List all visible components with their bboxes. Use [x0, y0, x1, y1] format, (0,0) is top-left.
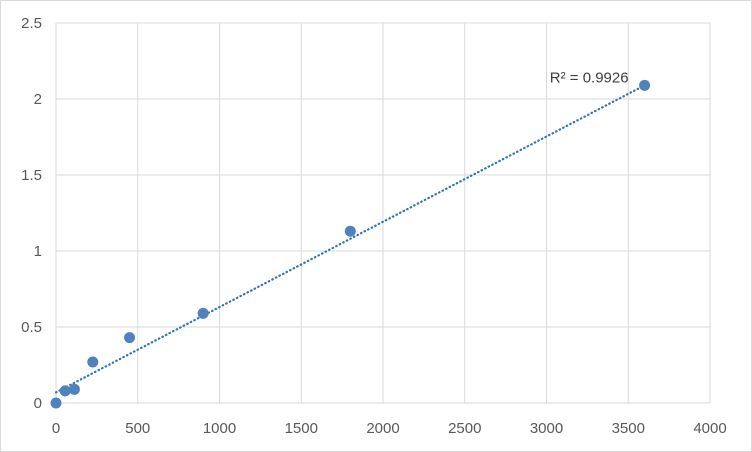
x-tick-label: 500	[125, 420, 150, 437]
x-tick-label: 2000	[366, 420, 399, 437]
x-tick-label: 1000	[203, 420, 236, 437]
data-point	[344, 225, 356, 237]
y-tick-label: 2.5	[21, 15, 42, 32]
x-tick-label: 0	[52, 420, 60, 437]
trendline	[54, 84, 646, 394]
x-tick-label: 2500	[448, 420, 481, 437]
y-tick-label: 1	[34, 243, 42, 260]
r-squared-label: R² = 0.9926	[550, 69, 629, 86]
y-tick-label: 0	[34, 395, 42, 412]
y-tick-label: 2	[34, 91, 42, 108]
data-point	[639, 79, 651, 91]
data-point	[68, 383, 80, 395]
x-tick-label: 3000	[530, 420, 563, 437]
data-point	[50, 397, 62, 409]
x-tick-label: 1500	[285, 420, 318, 437]
y-tick-label: 1.5	[21, 167, 42, 184]
data-point	[197, 307, 209, 319]
x-tick-label: 4000	[693, 420, 726, 437]
x-tick-label: 3500	[612, 420, 645, 437]
y-tick-label: 0.5	[21, 319, 42, 336]
data-point	[59, 385, 71, 397]
data-point	[87, 356, 99, 368]
data-point	[124, 332, 136, 344]
